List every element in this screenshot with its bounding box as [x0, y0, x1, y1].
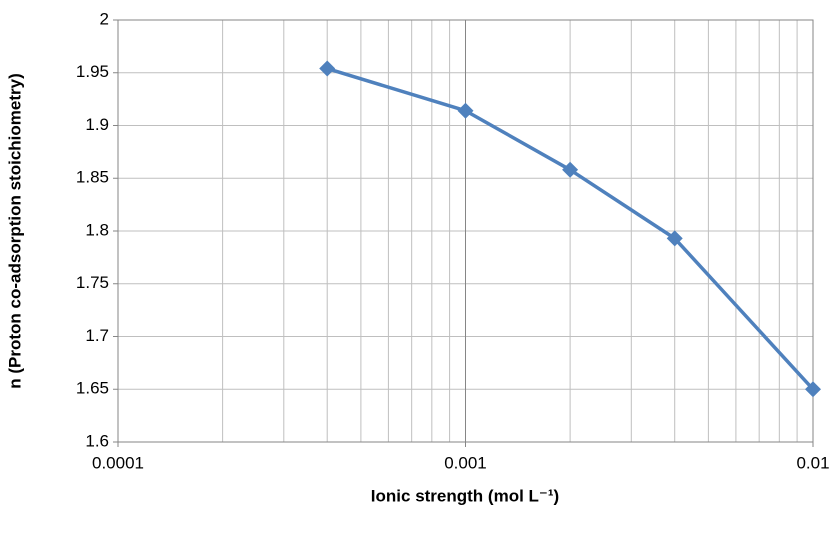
plot-frame	[117, 19, 814, 443]
y-tick-label: 1.65	[76, 379, 109, 398]
y-tick-label: 1.85	[76, 168, 109, 187]
data-marker	[319, 60, 336, 77]
x-tick-label: 0.0001	[92, 453, 144, 472]
x-tick-label: 0.01	[796, 453, 829, 472]
y-tick-label: 1.8	[85, 220, 109, 239]
y-tick-label: 1.6	[85, 431, 109, 450]
data-marker	[562, 161, 579, 178]
y-tick-label: 1.9	[85, 115, 109, 134]
y-axis-title: n (Proton co-adsorption stoichiometry)	[5, 73, 24, 388]
data-marker	[457, 102, 474, 119]
y-tick-label: 1.75	[76, 273, 109, 292]
y-tick-label: 1.95	[76, 62, 109, 81]
y-tick-label: 1.7	[85, 326, 109, 345]
data-marker	[666, 230, 683, 247]
y-tick-label: 2	[100, 9, 109, 28]
x-tick-label: 0.001	[444, 453, 487, 472]
x-axis-title: Ionic strength (mol L⁻¹)	[371, 486, 559, 505]
data-marker	[805, 381, 821, 398]
